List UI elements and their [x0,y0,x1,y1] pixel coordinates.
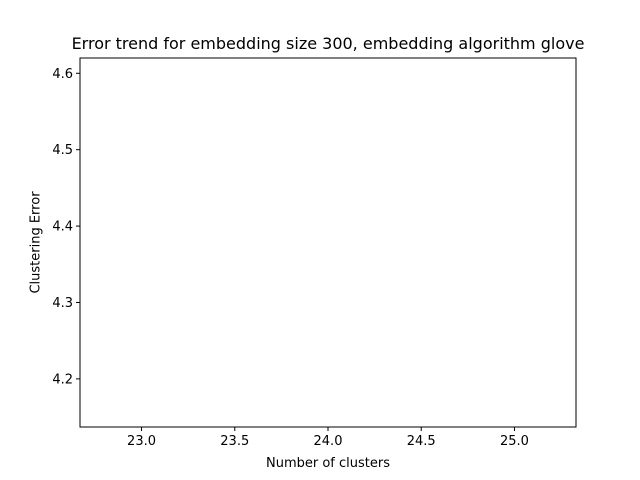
y-tick-label: 4.2 [52,372,73,387]
y-tick-label: 4.6 [52,67,73,82]
x-tick-label: 24.5 [407,434,436,449]
plot-area [79,57,577,428]
x-tick-label: 23.5 [220,434,249,449]
y-tick-label: 4.3 [52,296,73,311]
y-tick-label: 4.5 [52,143,73,158]
x-tick-label: 23.0 [127,434,156,449]
chart-title: Error trend for embedding size 300, embe… [72,34,585,53]
x-axis-label: Number of clusters [266,456,390,471]
y-tick-label: 4.4 [52,220,73,235]
y-axis-label: Clustering Error [29,191,44,294]
plot-background [80,58,576,427]
x-tick-label: 25.0 [500,434,529,449]
y-axis: 4.2 4.3 4.4 4.5 4.6 [52,67,80,387]
x-axis: 23.0 23.5 24.0 24.5 25.0 [127,427,529,449]
x-tick-label: 24.0 [314,434,343,449]
